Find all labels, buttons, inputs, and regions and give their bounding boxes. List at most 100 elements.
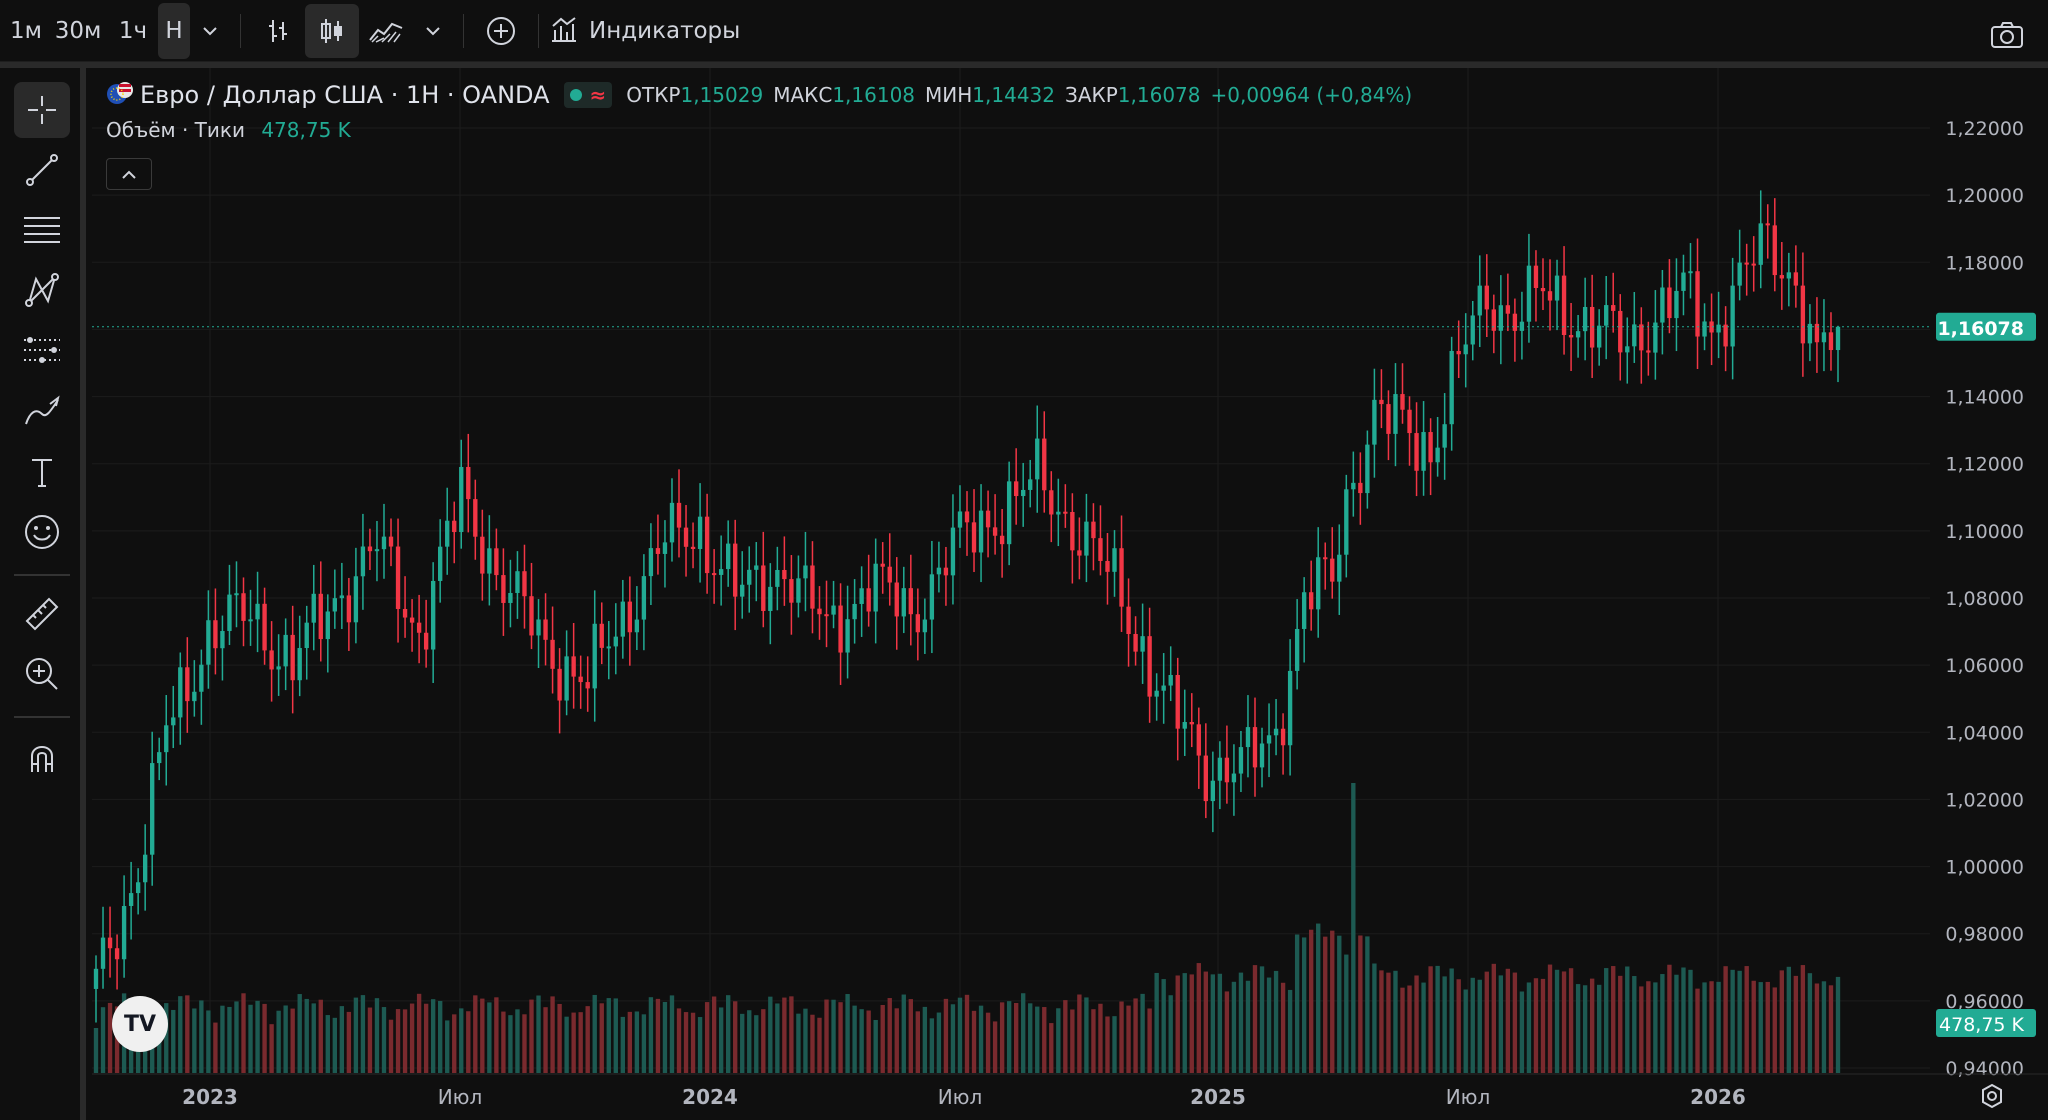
- candle-body: [459, 466, 464, 533]
- market-status[interactable]: ≈: [563, 82, 613, 108]
- volume-bar: [1674, 974, 1679, 1073]
- volume-bar: [171, 1009, 176, 1073]
- collapse-legend-button[interactable]: [106, 158, 152, 190]
- candle-body: [297, 648, 302, 681]
- volume-bar: [1035, 1006, 1040, 1073]
- zoom-in-icon[interactable]: [14, 646, 70, 702]
- volume-bar: [1716, 981, 1721, 1073]
- timeframe-1m[interactable]: 1м: [10, 17, 42, 44]
- volume-bar: [1042, 1007, 1047, 1073]
- volume-bar: [585, 1006, 590, 1073]
- candle-body: [1252, 727, 1258, 768]
- volume-bar: [606, 998, 611, 1073]
- candle-body: [1660, 287, 1665, 323]
- bar-style-icon[interactable]: [251, 4, 305, 58]
- trend-line-icon[interactable]: [14, 142, 70, 198]
- candle-body: [248, 619, 253, 622]
- volume-badge-label: 478,75 K: [1939, 1014, 2025, 1036]
- volume-bar: [943, 998, 949, 1073]
- candle-body: [1393, 394, 1398, 434]
- volume-bar: [1119, 1001, 1124, 1073]
- candle-body: [690, 546, 696, 549]
- fib-lines-icon[interactable]: [14, 202, 70, 258]
- camera-icon[interactable]: [1980, 8, 2034, 62]
- price-axis-label: 1,02000: [1945, 789, 2024, 811]
- prediction-icon[interactable]: [14, 322, 70, 378]
- candle-body: [381, 536, 387, 550]
- ruler-icon[interactable]: [14, 586, 70, 642]
- settings-icon[interactable]: [1978, 1082, 2006, 1110]
- open-label: ОТКР: [626, 83, 681, 107]
- candle-body: [1379, 399, 1384, 405]
- add-compare-icon[interactable]: [474, 4, 528, 58]
- volume-bar: [522, 1014, 527, 1073]
- high-label: МАКС: [773, 83, 833, 107]
- volume-bar: [1618, 975, 1623, 1073]
- volume-bar: [754, 1015, 759, 1073]
- volume-bar: [1400, 987, 1405, 1073]
- candle-body: [1323, 557, 1328, 560]
- volume-bar: [1252, 965, 1258, 1073]
- time-axis-label: 2026: [1690, 1085, 1746, 1109]
- volume-bar: [409, 1003, 415, 1073]
- volume-bar: [100, 1007, 106, 1073]
- volume-bar: [452, 1014, 457, 1073]
- candle-body: [1681, 272, 1686, 291]
- open-value: 1,15029: [680, 83, 764, 107]
- volume-bar: [1063, 1000, 1068, 1073]
- volume-bar: [1161, 979, 1166, 1073]
- flag-icon: [106, 79, 134, 111]
- candle-body: [1266, 735, 1272, 744]
- emoji-icon[interactable]: [14, 504, 70, 560]
- volume-bar: [1294, 934, 1300, 1073]
- price-chart[interactable]: 2023 Июл 2024 Июл 2025 Июл 2026 1,22000 1,20000 1…: [92, 68, 2048, 1120]
- time-axis-label: Июл: [438, 1085, 483, 1109]
- volume-bar: [213, 1022, 218, 1073]
- candle-body: [1449, 350, 1454, 425]
- volume-bar: [1779, 970, 1784, 1073]
- candles-icon[interactable]: [305, 3, 359, 58]
- volume-bar: [1351, 783, 1356, 1073]
- volume-bar: [894, 1008, 899, 1073]
- volume-bar: [999, 1002, 1005, 1073]
- crosshair-icon[interactable]: [14, 82, 70, 138]
- volume-bar: [388, 1019, 394, 1073]
- area-chart-icon[interactable]: [359, 4, 413, 58]
- chart-pane[interactable]: 2023 Июл 2024 Июл 2025 Июл 2026 1,22000 1,20000 1…: [92, 68, 2048, 1120]
- candle-body: [1435, 447, 1440, 463]
- volume-bar: [1070, 1009, 1075, 1073]
- pattern-icon[interactable]: [14, 262, 70, 318]
- volume-bar: [733, 1001, 738, 1073]
- symbol-title[interactable]: Евро / Доллар США · 1Н · OANDA: [140, 81, 550, 109]
- timeframe-1h[interactable]: 1ч: [118, 17, 148, 44]
- candle-body: [1702, 321, 1707, 337]
- volume-bar: [1611, 966, 1616, 1073]
- volume-bar: [1358, 935, 1363, 1073]
- candle-body: [121, 905, 127, 960]
- volume-bar: [1133, 998, 1138, 1073]
- timeframe-week[interactable]: Н: [158, 2, 190, 59]
- text-icon[interactable]: [14, 444, 70, 500]
- chevron-down-icon[interactable]: [190, 4, 230, 58]
- volume-label[interactable]: Объём · Тики: [106, 118, 245, 142]
- volume-bar: [1323, 936, 1328, 1073]
- indicators-button[interactable]: Индикаторы: [549, 14, 740, 48]
- price-axis-label: 1,08000: [1945, 588, 2024, 610]
- magnet-icon[interactable]: [14, 730, 70, 786]
- timeframe-30m[interactable]: 30м: [54, 17, 102, 44]
- candle-body: [1653, 322, 1658, 353]
- tradingview-logo[interactable]: TV: [112, 996, 168, 1052]
- volume-bar: [1280, 982, 1286, 1073]
- candle-body: [1224, 757, 1230, 783]
- chevron-down-icon[interactable]: [413, 4, 453, 58]
- candle-body: [1618, 310, 1623, 353]
- brush-icon[interactable]: [14, 384, 70, 440]
- volume-bar: [1421, 982, 1426, 1073]
- volume-bar: [1287, 989, 1293, 1073]
- candle-body: [1414, 433, 1419, 471]
- candle-body: [150, 763, 155, 855]
- candle-body: [388, 536, 394, 547]
- drawing-toolbar: [0, 68, 86, 1120]
- volume-bar: [1660, 974, 1665, 1073]
- volume-bar: [1470, 977, 1475, 1073]
